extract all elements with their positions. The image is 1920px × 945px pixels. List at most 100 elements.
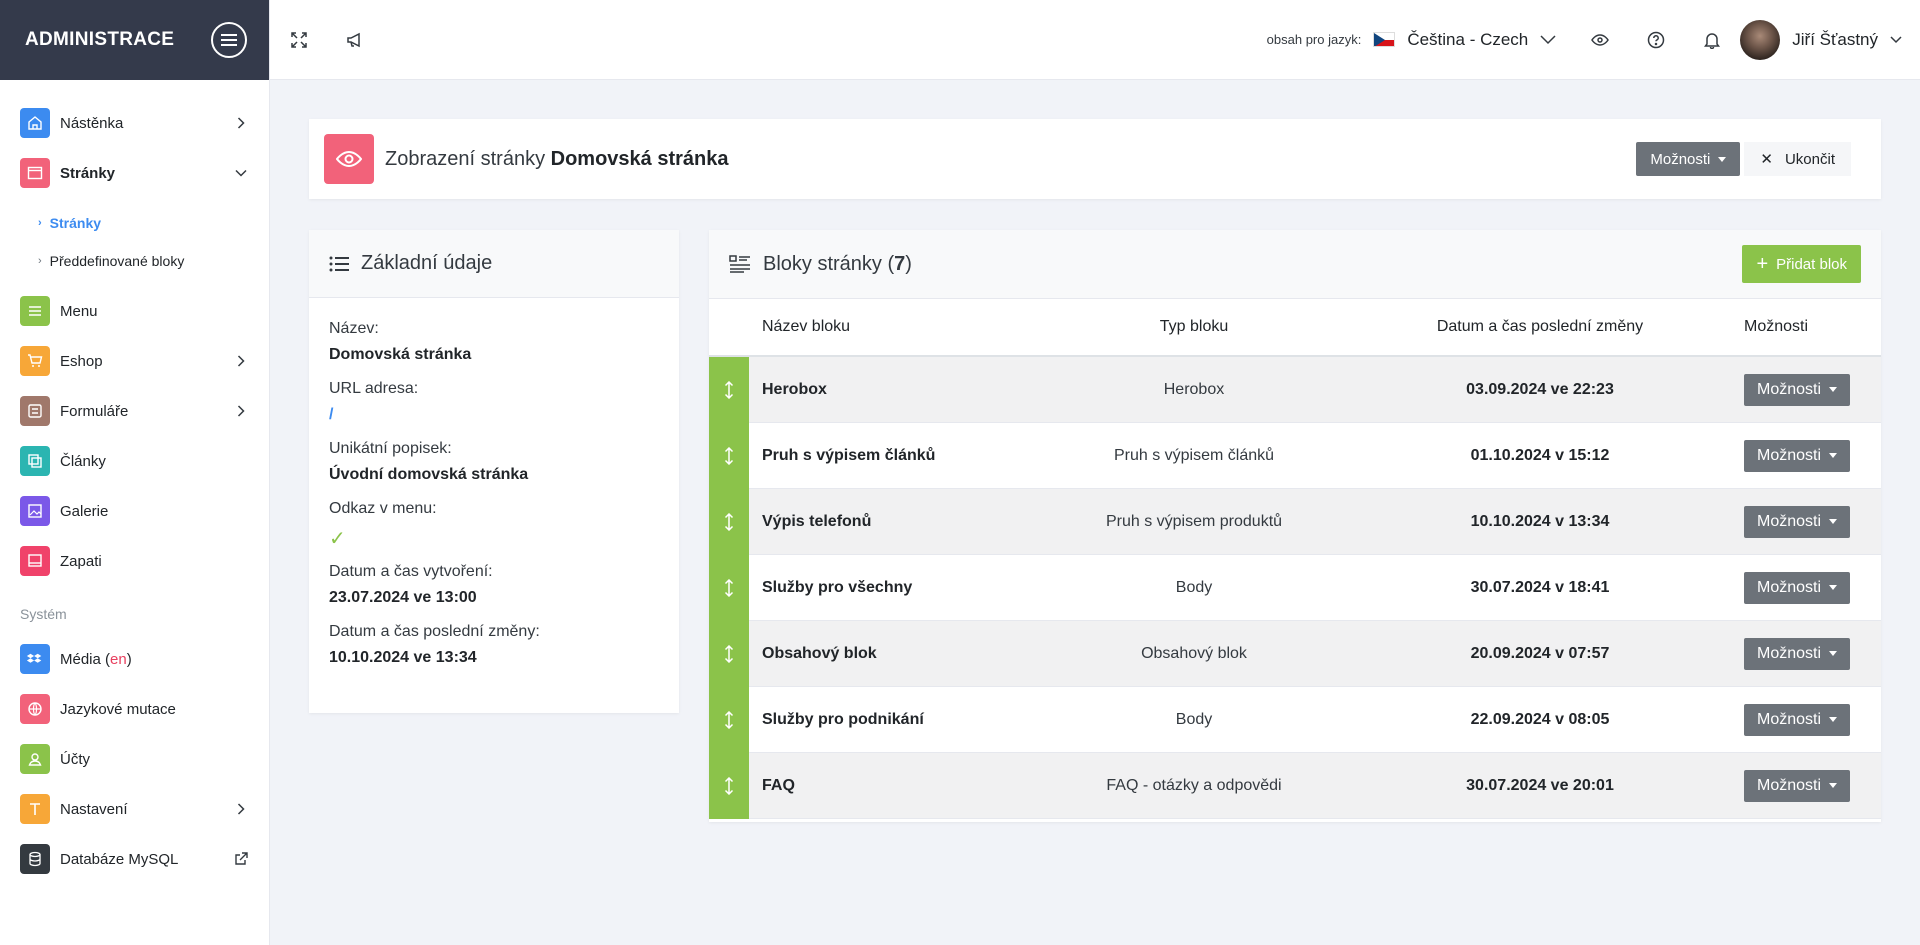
chevron-right-icon: › [38,217,42,229]
user-menu[interactable]: Jiří Šťastný [1740,19,1902,60]
notifications-button[interactable] [1698,26,1726,54]
nav-section-label: Systém [20,606,67,622]
sidebar-item-label: Zapati [60,552,102,570]
arrows-vertical-icon [724,578,734,597]
sidebar-item-label: Formuláře [60,402,129,420]
table-row: Služby pro všechny Body 30.07.2024 v 18:41… [709,554,1881,621]
block-type: Pruh s výpisem článků [1113,446,1275,464]
block-name: Služby pro všechny [762,578,913,596]
drag-handle[interactable] [709,554,749,621]
info-value: 23.07.2024 ve 13:00 [329,589,477,606]
help-button[interactable] [1642,26,1670,54]
megaphone-icon [347,32,360,47]
check-icon: ✓ [329,528,346,550]
info-label: URL adresa: [329,380,419,397]
user-name: Jiří Šťastný [1792,29,1878,49]
sidebar-item-nastavení[interactable]: Nastavení [0,784,269,834]
block-date: 30.07.2024 v 18:41 [1470,578,1610,596]
card-title: Základní údaje [361,252,493,274]
card-title: Bloky stránky (7) [763,252,912,275]
fullscreen-button[interactable] [285,26,313,54]
page-blocks-card: Bloky stránky (7) + Přidat blok Název blo… [709,230,1881,822]
drag-handle[interactable] [709,752,749,819]
add-block-button[interactable]: + Přidat blok [1742,245,1861,283]
table-row: Herobox Herobox 03.09.2024 ve 22:23 Možnost… [709,356,1881,423]
drag-handle[interactable] [709,620,749,687]
sidebar-item-menu[interactable]: Menu [0,286,269,336]
row-options-button[interactable]: Možnosti [1744,637,1851,670]
row-options-button[interactable]: Možnosti [1744,703,1851,736]
language-select[interactable]: Čeština - Czech [1407,29,1529,49]
info-value: 10.10.2024 ve 13:34 [329,649,477,666]
drag-handle[interactable] [709,356,749,423]
drag-handle[interactable] [709,422,749,489]
sidebar-item-účty[interactable]: Účty [0,734,269,784]
cart-icon [20,346,50,376]
card-header: Základní údaje [309,230,679,298]
row-options-button[interactable]: Možnosti [1744,769,1851,802]
sidebar-item-zapati[interactable]: Zapati [0,536,269,586]
arrows-vertical-icon [724,776,734,795]
page-title: Zobrazení stránky Domovská stránka [385,147,729,170]
sidebar-item-label: Články [60,452,106,470]
block-name: Pruh s výpisem článků [762,446,936,464]
sidebar-subitem[interactable]: › Stránky [38,215,102,231]
gallery-icon [20,496,50,526]
block-type: FAQ - otázky a odpovědi [1106,776,1282,794]
sidebar-toggle-button[interactable] [211,22,247,58]
row-options-button[interactable]: Možnosti [1744,571,1851,604]
block-date: 10.10.2024 v 13:34 [1470,512,1610,530]
arrows-vertical-icon [724,380,734,399]
sidebar-item-label: Databáze MySQL [60,850,179,868]
sidebar-item-jazykové-mutace[interactable]: Jazykové mutace [0,684,269,734]
globe-icon [20,694,50,724]
info-label: Datum a čas poslední změny: [329,623,540,640]
sidebar-item-média[interactable]: Média (en) [0,634,269,684]
sidebar-item-nástěnka[interactable]: Nástěnka [0,98,269,148]
brand-title: ADMINISTRACE [25,29,175,50]
info-value: Domovská stránka [329,346,472,363]
czech-flag-icon [1373,32,1396,47]
sidebar-item-eshop[interactable]: Eshop [0,336,269,386]
sidebar-item-databáze-mysql[interactable]: Databáze MySQL [0,834,269,884]
language-tag: en [110,650,127,668]
list-icon [329,256,349,271]
block-name: Obsahový blok [762,644,877,662]
sidebar-subitem[interactable]: › Předdefinované bloky [38,253,185,269]
sidebar-item-label: Nástěnka [60,114,124,132]
help-icon [1648,31,1665,48]
drag-handle[interactable] [709,686,749,753]
drag-handle[interactable] [709,488,749,555]
block-name: Herobox [762,380,827,398]
preview-button[interactable] [1586,26,1614,54]
row-options-button[interactable]: Možnosti [1744,505,1851,538]
chevron-right-icon [237,117,245,129]
sidebar-item-label: Eshop [60,352,103,370]
avatar [1740,19,1781,60]
sidebar-item-label: Galerie [60,502,109,520]
chevron-right-icon [237,803,245,815]
articles-icon [20,446,50,476]
arrows-vertical-icon [724,512,734,531]
close-button[interactable]: ✕ Ukončit [1744,142,1851,176]
sidebar-item-formuláře[interactable]: Formuláře [0,386,269,436]
row-options-button[interactable]: Možnosti [1744,373,1851,406]
row-options-button[interactable]: Možnosti [1744,439,1851,472]
options-button[interactable]: Možnosti [1636,142,1741,176]
language-label: obsah pro jazyk: [1266,32,1362,47]
sidebar-item-stránky[interactable]: Stránky [0,148,269,198]
page-header: Zobrazení stránky Domovská stránka Možno… [309,119,1881,199]
announcements-button[interactable] [341,26,369,54]
chevron-down-icon [235,169,247,177]
info-label: Název: [329,320,379,337]
table-row: Pruh s výpisem článků Pruh s výpisem člán… [709,422,1881,489]
sidebar-item-články[interactable]: Články [0,436,269,486]
table-row: Výpis telefonů Pruh s výpisem produktů 10.… [709,488,1881,555]
chevron-down-icon[interactable] [1540,34,1556,45]
arrows-vertical-icon [724,710,734,729]
url-link[interactable]: / [329,406,334,423]
info-value: Úvodní domovská stránka [329,466,529,483]
sidebar-nav: Nástěnka Stránky › Stránky › Předdefinované … [0,80,269,884]
sidebar-item-galerie[interactable]: Galerie [0,486,269,536]
block-date: 22.09.2024 v 08:05 [1470,710,1610,728]
